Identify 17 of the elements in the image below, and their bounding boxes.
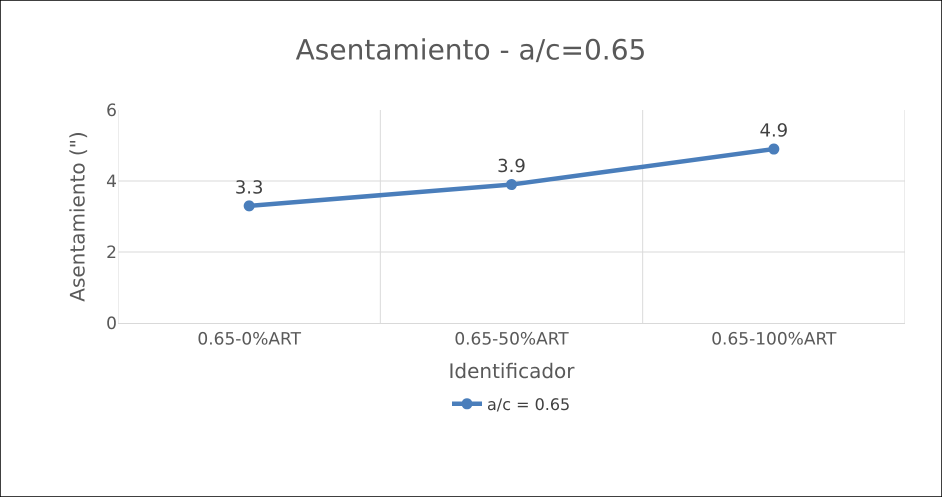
data-label: 3.9 (497, 156, 526, 178)
data-label: 3.3 (234, 177, 264, 198)
x-axis-title: Identificador (448, 358, 576, 383)
y-tick-label: 0 (106, 314, 117, 334)
point (244, 200, 255, 212)
chart-title: Asentamiento - a/c=0.65 (296, 34, 646, 66)
data-label: 4.9 (760, 120, 788, 142)
x-tick-label: 0.65-50%ART (454, 329, 570, 350)
y-axis-title: Asentamiento (") (66, 131, 90, 302)
y-tick-label: 4 (106, 172, 117, 192)
x-tick-label: 0.65-0%ART (197, 329, 302, 350)
legend-label: a/c = 0.65 (487, 395, 570, 414)
x-tick-label: 0.65-100%ART (711, 329, 838, 350)
y-tick-label: 6 (106, 100, 117, 121)
point (506, 179, 517, 190)
point (768, 144, 780, 155)
y-tick-label: 2 (106, 242, 117, 263)
